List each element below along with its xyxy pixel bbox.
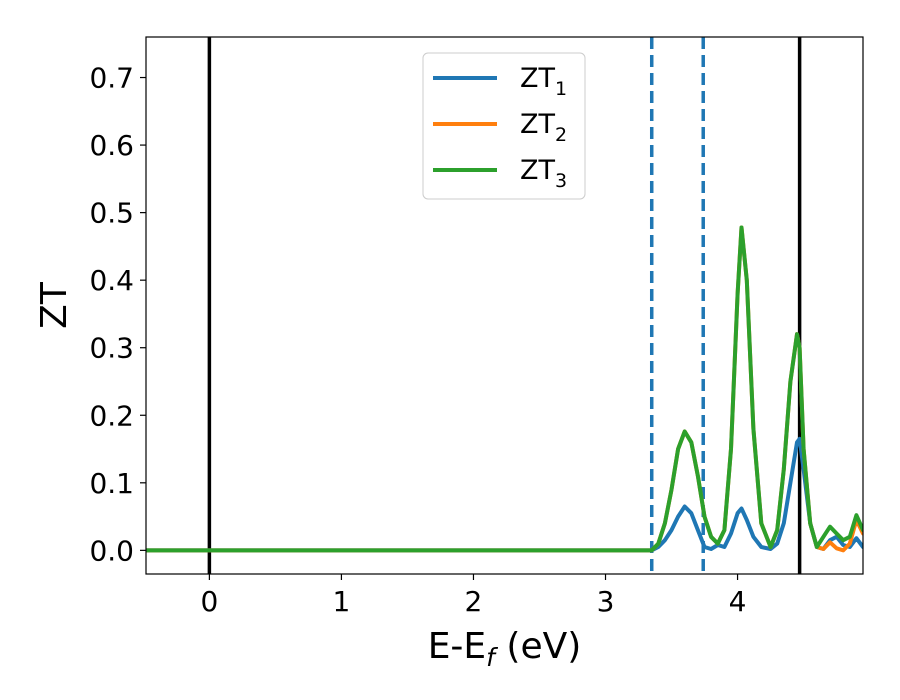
y-tick-label: 0.6 [89,129,134,162]
legend-label-1: ZT1 [520,63,567,100]
x-tick-label: 2 [465,585,483,618]
series-line-2 [146,225,863,553]
y-tick-label: 0.1 [89,467,134,500]
y-tick-label: 0.7 [89,62,134,95]
y-axis-ticks: 0.0 0.1 0.2 0.3 0.4 0.5 0.6 0.7 [89,62,146,567]
x-axis-ticks: 0 1 2 3 4 [200,574,746,618]
y-tick-label: 0.2 [89,399,134,432]
series-line-3 [146,225,863,553]
series-lines [146,225,863,553]
legend-label-3: ZT3 [520,155,567,192]
plot-frame [145,36,864,575]
x-tick-label: 4 [729,585,747,618]
y-tick-label: 0.0 [89,534,134,567]
legend: ZT1 ZT2 ZT3 [422,52,586,200]
y-axis-label: ZT [34,281,75,329]
x-axis-label: E-Ef (eV) [428,626,582,672]
legend-label-2: ZT2 [520,109,567,146]
x-tick-label: 0 [200,585,218,618]
x-tick-label: 1 [333,585,351,618]
y-tick-label: 0.3 [89,332,134,365]
legend-frame [422,52,586,200]
reference-lines [207,37,802,574]
x-tick-label: 3 [597,585,615,618]
y-tick-label: 0.5 [89,197,134,230]
y-tick-label: 0.4 [89,264,134,297]
